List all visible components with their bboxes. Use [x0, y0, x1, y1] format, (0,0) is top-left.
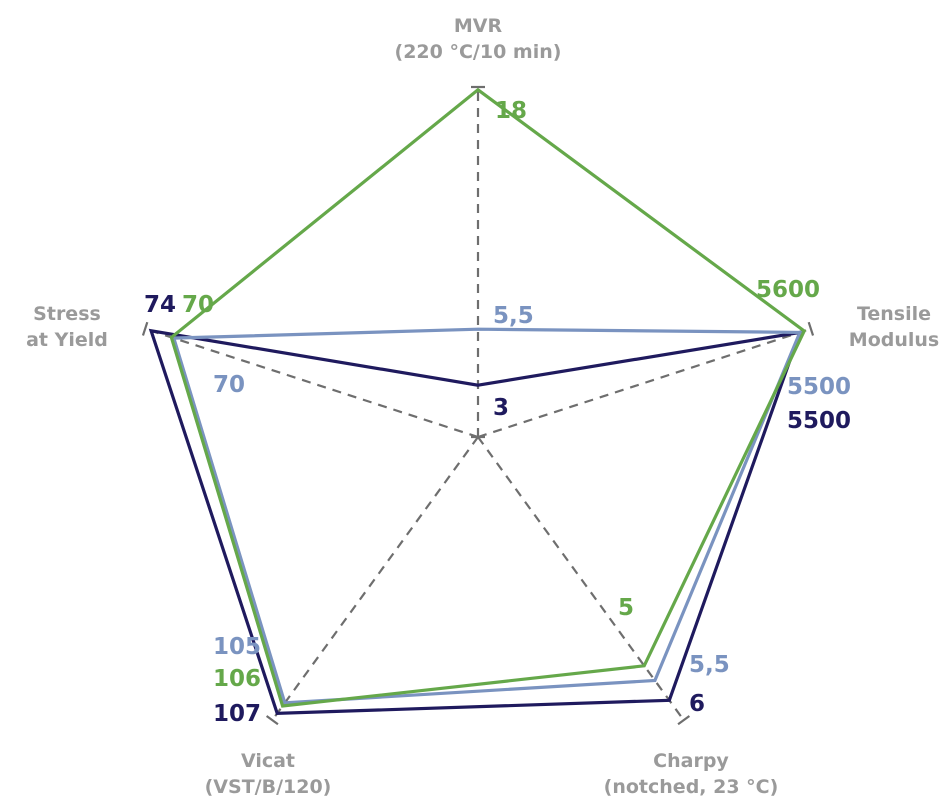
- value-label-charpy: 5,5: [689, 652, 730, 678]
- axis-line-charpy: [477, 436, 685, 721]
- axis-label-line: MVR: [454, 15, 503, 37]
- value-label-vicat: 106: [213, 666, 261, 692]
- axis-label-line: Stress: [33, 303, 101, 325]
- value-label-vicat: 105: [213, 634, 261, 660]
- axis-label-line: Modulus: [849, 329, 939, 351]
- axis-label-layer: MVR (220 °C/10 min) Tensile Modulus Charpy (n…: [26, 15, 939, 798]
- axes-layer: [141, 85, 815, 726]
- value-label-charpy: 6: [689, 691, 705, 717]
- value-label-mvr: 18: [495, 98, 527, 124]
- axis-label-line: at Yield: [26, 329, 108, 351]
- axis-label-line: Vicat: [241, 750, 295, 772]
- axis-label-mvr: MVR (220 °C/10 min): [395, 15, 562, 63]
- value-label-tensile: 5600: [756, 277, 820, 303]
- value-label-stress: 74: [144, 292, 176, 318]
- value-label-mvr: 3: [493, 395, 509, 421]
- series-polygon-2: [171, 327, 803, 705]
- axis-label-vicat: Vicat (VST/B/120): [205, 750, 332, 798]
- axis-line-vicat: [271, 436, 479, 721]
- value-label-tensile: 5500: [787, 374, 851, 400]
- axis-label-line: Tensile: [857, 303, 931, 325]
- axis-label-line: (VST/B/120): [205, 776, 332, 798]
- value-label-layer: 3 5500 6 107 74 5,5 5500 5,5 105 70 18 5600 5 106 70: [144, 98, 851, 727]
- series-polygon-1: [148, 328, 803, 716]
- value-label-tensile: 5500: [787, 408, 851, 434]
- axis-line-tensile: [477, 327, 812, 439]
- axis-tick-tensile: [807, 321, 815, 336]
- axis-label-stress: Stress at Yield: [26, 303, 108, 351]
- series-polygon-3: [169, 87, 807, 708]
- axis-tick-stress: [141, 321, 149, 336]
- axis-label-tensile: Tensile Modulus: [849, 303, 939, 351]
- axis-label-line: (notched, 23 °C): [604, 776, 779, 798]
- axis-label-charpy: Charpy (notched, 23 °C): [604, 750, 779, 798]
- value-label-stress: 70: [213, 372, 245, 398]
- axis-tick-charpy: [677, 715, 691, 726]
- axis-line-stress: [144, 327, 479, 439]
- value-label-stress: 70: [182, 292, 214, 318]
- value-label-vicat: 107: [213, 701, 261, 727]
- axis-tick-vicat: [265, 715, 279, 726]
- value-label-charpy: 5: [618, 595, 634, 621]
- axis-label-line: (220 °C/10 min): [395, 41, 562, 63]
- value-label-mvr: 5,5: [493, 303, 534, 329]
- series-layer: [148, 87, 807, 716]
- axis-label-line: Charpy: [653, 750, 729, 772]
